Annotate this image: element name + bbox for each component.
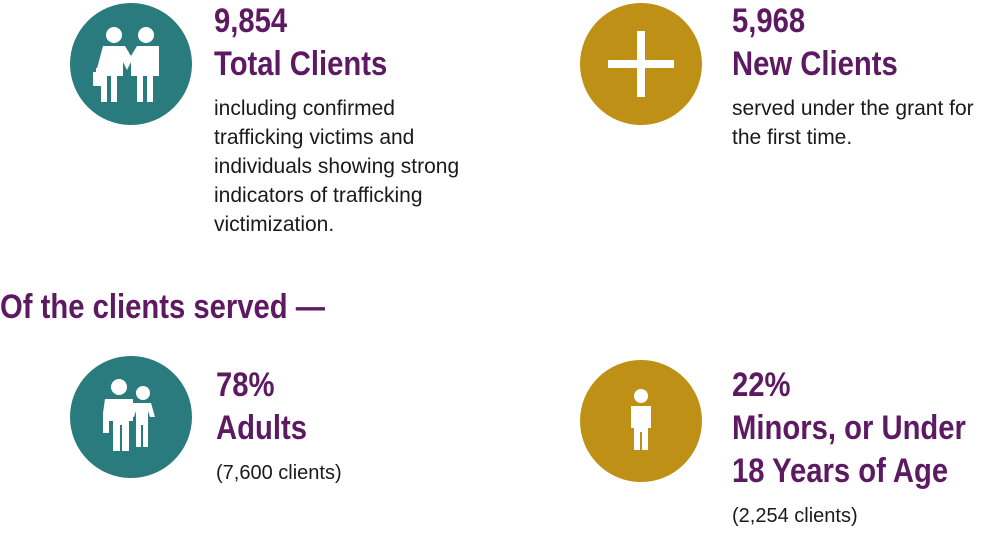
adults-title: Adults	[216, 409, 307, 447]
adults-stat: 78% Adults (7,600 clients)	[216, 364, 466, 486]
adults-icon	[103, 379, 155, 451]
new-clients-title: New Clients	[732, 45, 898, 83]
minors-client-count: (2,254 clients)	[732, 505, 858, 527]
minors-title-line2: 18 Years of Age	[732, 452, 949, 490]
plus-icon	[608, 31, 674, 97]
total-clients-title: Total Clients	[214, 45, 388, 83]
total-clients-description: including confirmed trafficking victims …	[214, 97, 460, 236]
minors-stat: 22% Minors, or Under 18 Years of Age (2,…	[732, 364, 988, 529]
new-clients-icon-circle	[580, 3, 702, 125]
adults-icon-circle	[70, 356, 192, 478]
total-clients-stat: 9,854 Total Clients including confirmed …	[214, 0, 514, 239]
new-clients-stat: 5,968 New Clients served under the grant…	[732, 0, 982, 152]
minors-icon-circle	[580, 360, 702, 482]
total-clients-icon-circle	[70, 3, 192, 125]
child-icon	[631, 389, 651, 450]
adults-percent: 78%	[216, 366, 275, 404]
total-clients-number: 9,854	[214, 2, 288, 40]
new-clients-description: served under the grant for the first tim…	[732, 97, 974, 149]
adults-client-count: (7,600 clients)	[216, 462, 342, 484]
minors-percent: 22%	[732, 366, 791, 404]
minors-title-line1: Minors, or Under	[732, 409, 966, 447]
section-heading: Of the clients served —	[0, 288, 325, 326]
new-clients-number: 5,968	[732, 2, 806, 40]
two-adults-icon	[93, 27, 159, 102]
